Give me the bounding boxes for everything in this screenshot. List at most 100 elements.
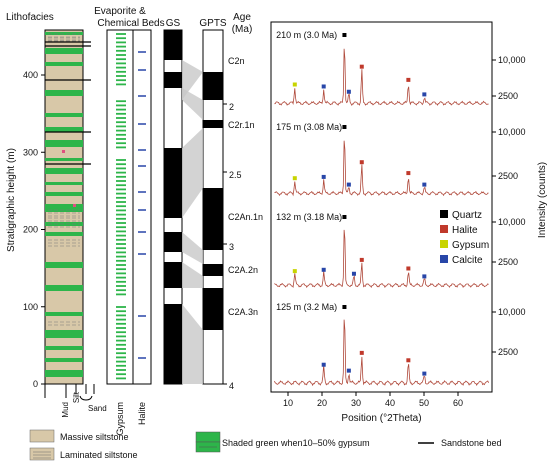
intensity-tick-label: 2500 <box>498 91 518 101</box>
gypsum-band <box>45 285 83 291</box>
plot-frame <box>270 21 493 393</box>
mineral-marker <box>359 160 364 165</box>
gypsum-band <box>45 62 83 66</box>
gs-title: GS <box>166 18 181 29</box>
mineral-marker <box>406 358 411 363</box>
halite-column-frame <box>132 29 152 385</box>
xrd-series-label: 210 m (3.0 Ma) <box>276 30 337 40</box>
age-tick-label: 3 <box>229 242 234 252</box>
lithofacies-column <box>44 29 95 401</box>
mineral-marker <box>321 174 326 179</box>
mineral-marker <box>342 215 347 219</box>
legend-label: Quartz <box>452 210 482 221</box>
chron-label: C2An.1n <box>228 212 263 222</box>
legend-label: Gypsum <box>452 240 489 251</box>
xrd-trace <box>274 48 489 107</box>
intensity-tick-label: 10,000 <box>498 217 526 227</box>
gs-normal-chron <box>164 262 182 288</box>
xrd-trace <box>274 319 489 387</box>
age-tick-label: 2 <box>229 102 234 112</box>
mineral-marker <box>321 267 326 272</box>
gpts-column <box>202 29 224 385</box>
pink-marker <box>73 204 76 207</box>
mud-label: Mud <box>61 402 70 418</box>
gypsum-swatch-1 <box>195 431 221 443</box>
gypsum-band <box>45 370 83 377</box>
age-unit: (Ma) <box>232 24 253 35</box>
legend-sandstone: Sandstone bed <box>441 438 502 448</box>
gs-normal-chron <box>164 148 182 218</box>
y-axis-label: Intensity (counts) <box>537 162 548 238</box>
chron-label: C2A.2n <box>228 265 258 275</box>
mineral-marker <box>342 125 347 129</box>
gypsum-band <box>45 113 83 117</box>
gs-normal-chron <box>164 304 182 384</box>
strat-tick-label: 100 <box>23 302 38 312</box>
gs-normal-chron <box>164 232 182 252</box>
mineral-marker <box>351 271 356 276</box>
gypsum-column-label: Gypsum <box>115 402 125 436</box>
connector-band <box>182 60 203 100</box>
x-tick-label: 50 <box>419 398 429 408</box>
laminated-siltstone-swatch <box>29 447 55 461</box>
mineral-marker <box>422 182 427 187</box>
gypsum-band <box>45 204 83 212</box>
intensity-tick-label: 10,000 <box>498 127 526 137</box>
legend-label: Halite <box>452 225 478 236</box>
evaporite-title-2: Chemical Beds <box>97 18 164 29</box>
connector-band <box>182 304 203 384</box>
legend-massive: Massive siltstone <box>60 432 129 442</box>
gypsum-band <box>45 48 83 54</box>
legend-swatch <box>440 225 448 233</box>
age-title: Age <box>233 12 251 23</box>
gypsum-band <box>45 262 83 268</box>
x-tick-label: 20 <box>317 398 327 408</box>
strat-tick-label: 400 <box>23 70 38 80</box>
mineral-marker <box>422 371 427 376</box>
gpts-normal-chron <box>203 120 223 128</box>
sand-label: Sand <box>88 404 107 413</box>
connector-band <box>182 232 203 264</box>
intensity-tick-label: 2500 <box>498 171 518 181</box>
intensity-tick-label: 10,000 <box>498 55 526 65</box>
mineral-marker <box>346 89 351 94</box>
gypsum-band <box>45 358 83 362</box>
gypsum-band <box>45 158 83 161</box>
gypsum-band <box>45 312 83 316</box>
x-tick-label: 60 <box>453 398 463 408</box>
strat-axis-ticks: 0 100 200 300 400 <box>23 30 46 390</box>
xrd-series-label: 175 m (3.08 Ma) <box>276 122 342 132</box>
intensity-tick-label: 2500 <box>498 257 518 267</box>
bottom-legend: Massive siltstone Laminated siltstone Sh… <box>29 429 502 461</box>
gs-normal-chron <box>164 30 182 60</box>
gpts-normal-chron <box>203 288 223 330</box>
x-axis-label: Position (°2Theta) <box>341 413 421 424</box>
gs-normal-chron <box>164 72 182 88</box>
gypsum-band <box>45 192 83 196</box>
silt-label: Silt <box>72 391 81 403</box>
intensity-tick-label: 10,000 <box>498 307 526 317</box>
age-scale: C2n C2r.1n C2An.1n C2A.2n C2A.3n 2 2.5 3… <box>223 56 263 391</box>
connector-band <box>182 88 203 120</box>
gs-column <box>163 29 183 385</box>
mineral-marker <box>346 182 351 187</box>
mineral-marker <box>422 274 427 279</box>
chron-label: C2r.1n <box>228 120 255 130</box>
massive-siltstone-swatch <box>29 429 55 443</box>
connector-band <box>182 262 203 288</box>
xrd-series-label: 132 m (3.18 Ma) <box>276 212 342 222</box>
gpts-normal-chron <box>203 264 223 276</box>
pink-marker <box>62 150 65 153</box>
age-tick-label: 2.5 <box>229 170 242 180</box>
x-tick-label: 30 <box>351 398 361 408</box>
gpts-normal-chron <box>203 72 223 100</box>
evaporite-title-1: Evaporite & <box>94 6 146 17</box>
mineral-marker <box>422 92 427 97</box>
gypsum-band <box>45 90 83 96</box>
mineral-marker <box>321 362 326 367</box>
halite-column-label: Halite <box>137 402 147 425</box>
gypsum-band <box>45 346 83 350</box>
mineral-marker <box>342 305 347 309</box>
xrd-chart: 210 m (3.0 Ma) 175 m (3.08 Ma) 132 m (3.18… <box>270 21 548 424</box>
